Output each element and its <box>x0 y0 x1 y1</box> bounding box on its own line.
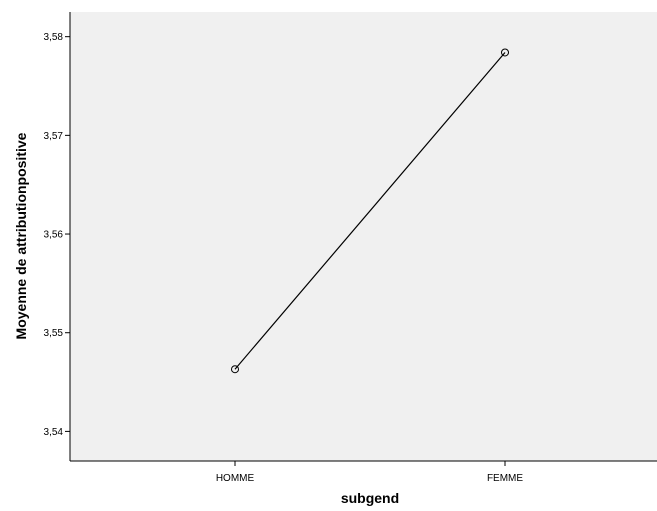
y-axis-ticks: 3,54 3,55 3,56 3,57 3,58 <box>44 32 70 438</box>
series-line <box>234 52 506 370</box>
plot-area <box>70 12 657 461</box>
y-tick-label: 3,55 <box>44 328 64 339</box>
y-tick-label: 3,56 <box>44 230 64 241</box>
series-layer <box>231 48 509 374</box>
x-tick-label: HOMME <box>216 473 255 484</box>
x-axis-ticks: HOMME FEMME <box>216 461 523 484</box>
y-axis-title: Moyenne de attributionpositive <box>13 132 29 339</box>
y-tick-label: 3,58 <box>44 32 64 43</box>
data-point <box>231 365 239 374</box>
y-tick-label: 3,57 <box>44 131 64 142</box>
data-point <box>501 48 509 57</box>
x-axis-title: subgend <box>341 490 399 506</box>
x-tick-label: FEMME <box>487 473 523 484</box>
y-tick-label: 3,54 <box>44 427 64 438</box>
